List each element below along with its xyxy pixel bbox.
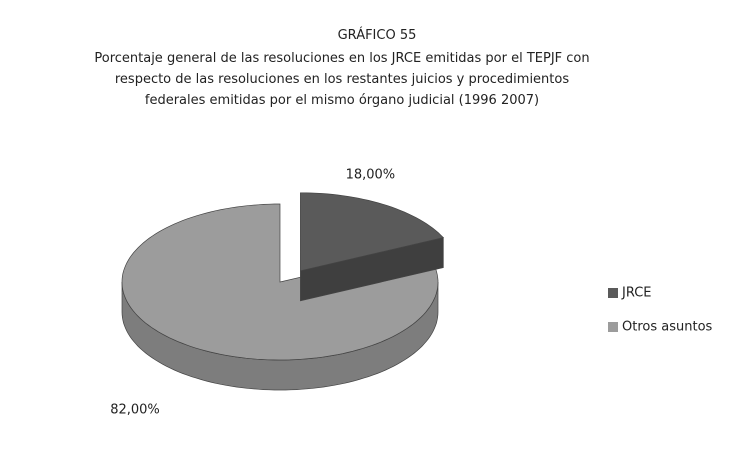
- slice: [121, 203, 439, 391]
- slice: [300, 192, 444, 302]
- legend-swatch: [608, 322, 618, 332]
- data-label: 18,00%: [346, 167, 396, 182]
- chart-title: GRÁFICO 55: [337, 28, 417, 43]
- slice-top: [121, 203, 439, 361]
- legend-label: JRCE: [621, 286, 652, 301]
- data-label: 82,00%: [110, 403, 160, 418]
- legend-label: Otros asuntos: [622, 320, 713, 335]
- chart-subtitle: Porcentaje general de las resoluciones e…: [94, 51, 590, 108]
- legend-swatch: [608, 288, 618, 298]
- slice-top: [300, 192, 444, 272]
